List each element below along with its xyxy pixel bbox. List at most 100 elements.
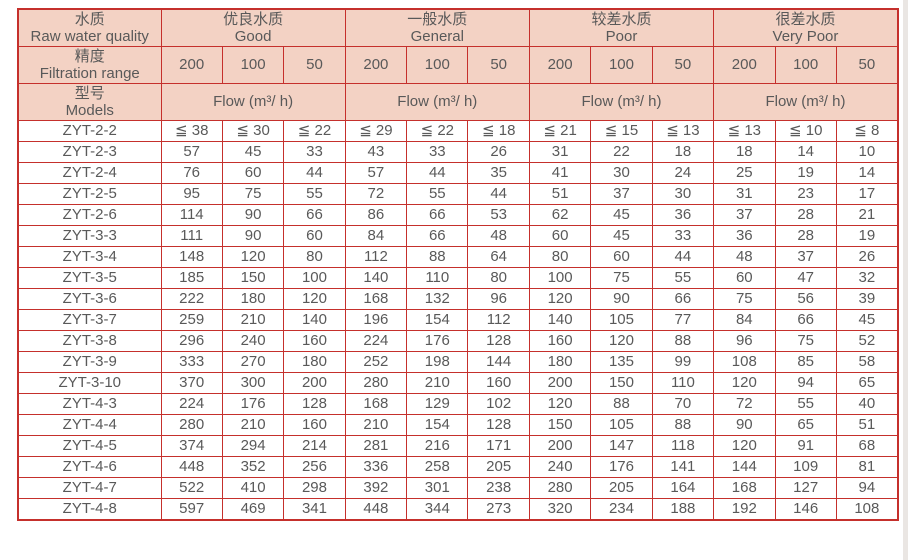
value-cell: 84 — [344, 224, 408, 247]
value-cell: 168 — [344, 287, 408, 310]
value-cell: 21 — [835, 203, 899, 226]
precision-header: 50 — [835, 45, 899, 84]
spec-table-container: 水质 Raw water quality 优良水质 Good 一般水质 Gene… — [17, 8, 899, 521]
value-cell: 18 — [651, 140, 715, 163]
value-cell: 273 — [467, 497, 530, 520]
value-cell: 150 — [590, 371, 653, 394]
value-cell: 144 — [467, 350, 530, 373]
value-cell: 41 — [528, 161, 592, 184]
group-header-poor: 较差水质 Poor — [528, 8, 715, 47]
value-cell: 85 — [774, 350, 837, 373]
value-cell: 66 — [406, 203, 469, 226]
table-row: ZYT-3-3 111 90 60 84 66 48 60 45 33 36 28 19 — [17, 224, 899, 247]
value-cell: 129 — [406, 392, 469, 415]
value-cell: 128 — [467, 413, 530, 436]
value-cell: 30 — [590, 161, 653, 184]
value-cell: 597 — [160, 497, 223, 520]
value-cell: 176 — [221, 392, 285, 415]
model-cell: ZYT-2-5 — [17, 182, 162, 205]
precision-header: 50 — [283, 45, 346, 84]
value-cell: 66 — [406, 224, 469, 247]
value-cell: 25 — [713, 161, 776, 184]
table-row: ZYT-2-5 95 75 55 72 55 44 51 37 30 31 23 17 — [17, 182, 899, 205]
model-cell: ZYT-3-7 — [17, 308, 162, 331]
model-cell: ZYT-3-10 — [17, 371, 162, 394]
value-cell: 51 — [528, 182, 592, 205]
table-row: ZYT-3-10 370 300 200 280 210 160 200 150 110 120 94… — [17, 371, 899, 394]
table-row: ZYT-3-5 185 150 100 140 110 80 100 75 55 60 47 32 — [17, 266, 899, 289]
value-cell: 88 — [651, 413, 715, 436]
precision-header: 100 — [221, 45, 285, 84]
table-row: ZYT-3-9 333 270 180 252 198 144 180 135 99 108 85 58 — [17, 350, 899, 373]
value-cell: 88 — [590, 392, 653, 415]
value-cell: 80 — [467, 266, 530, 289]
value-cell: 176 — [406, 329, 469, 352]
value-cell: ≦ 8 — [835, 119, 899, 142]
filtration-spec-table: 水质 Raw water quality 优良水质 Good 一般水质 Gene… — [17, 8, 899, 521]
value-cell: 259 — [160, 308, 223, 331]
value-cell: 111 — [160, 224, 223, 247]
value-cell: 128 — [283, 392, 346, 415]
value-cell: 281 — [344, 434, 408, 457]
value-cell: 205 — [467, 455, 530, 478]
value-cell: 200 — [528, 371, 592, 394]
value-cell: 160 — [467, 371, 530, 394]
value-cell: 64 — [467, 245, 530, 268]
value-cell: 19 — [835, 224, 899, 247]
value-cell: ≦ 38 — [160, 119, 223, 142]
value-cell: 37 — [713, 203, 776, 226]
model-cell: ZYT-4-7 — [17, 476, 162, 499]
value-cell: 114 — [160, 203, 223, 226]
group-header-very-poor: 很差水质 Very Poor — [713, 8, 899, 47]
value-cell: 110 — [651, 371, 715, 394]
precision-header: 200 — [344, 45, 408, 84]
value-cell: 90 — [221, 203, 285, 226]
value-cell: 270 — [221, 350, 285, 373]
value-cell: 60 — [528, 224, 592, 247]
value-cell: 144 — [713, 455, 776, 478]
value-cell: 24 — [651, 161, 715, 184]
table-row: ZYT-2-2 ≦ 38 ≦ 30 ≦ 22 ≦ 29 ≦ 22 ≦ 18 ≦ 21 ≦ 15 ≦… — [17, 119, 899, 142]
value-cell: 110 — [406, 266, 469, 289]
value-cell: 168 — [344, 392, 408, 415]
value-cell: 222 — [160, 287, 223, 310]
value-cell: 200 — [528, 434, 592, 457]
header-row-models: 型号 Models Flow (m³/ h) Flow (m³/ h) Flow… — [17, 82, 899, 121]
value-cell: 31 — [528, 140, 592, 163]
value-cell: 68 — [835, 434, 899, 457]
table-row: ZYT-3-4 148 120 80 112 88 64 80 60 44 48 37 26 — [17, 245, 899, 268]
value-cell: 22 — [590, 140, 653, 163]
value-cell: 30 — [651, 182, 715, 205]
value-cell: 344 — [406, 497, 469, 520]
models-label-zh: 型号 — [74, 84, 105, 102]
value-cell: 234 — [590, 497, 653, 520]
value-cell: 448 — [344, 497, 408, 520]
value-cell: 66 — [774, 308, 837, 331]
value-cell: 23 — [774, 182, 837, 205]
value-cell: 140 — [283, 308, 346, 331]
value-cell: 216 — [406, 434, 469, 457]
value-cell: 75 — [221, 182, 285, 205]
value-cell: 80 — [283, 245, 346, 268]
value-cell: 90 — [590, 287, 653, 310]
value-cell: 132 — [406, 287, 469, 310]
value-cell: 37 — [774, 245, 837, 268]
value-cell: 58 — [835, 350, 899, 373]
value-cell: 60 — [590, 245, 653, 268]
value-cell: 105 — [590, 308, 653, 331]
value-cell: 374 — [160, 434, 223, 457]
table-row: ZYT-4-7 522 410 298 392 301 238 280 205 164 168 127… — [17, 476, 899, 499]
value-cell: 252 — [344, 350, 408, 373]
model-cell: ZYT-3-3 — [17, 224, 162, 247]
value-cell: 188 — [651, 497, 715, 520]
value-cell: 14 — [835, 161, 899, 184]
value-cell: 70 — [651, 392, 715, 415]
value-cell: 154 — [406, 413, 469, 436]
value-cell: 280 — [160, 413, 223, 436]
group-header-general: 一般水质 General — [344, 8, 530, 47]
value-cell: 39 — [835, 287, 899, 310]
value-cell: 210 — [221, 308, 285, 331]
value-cell: 214 — [283, 434, 346, 457]
value-cell: 48 — [467, 224, 530, 247]
value-cell: 118 — [651, 434, 715, 457]
